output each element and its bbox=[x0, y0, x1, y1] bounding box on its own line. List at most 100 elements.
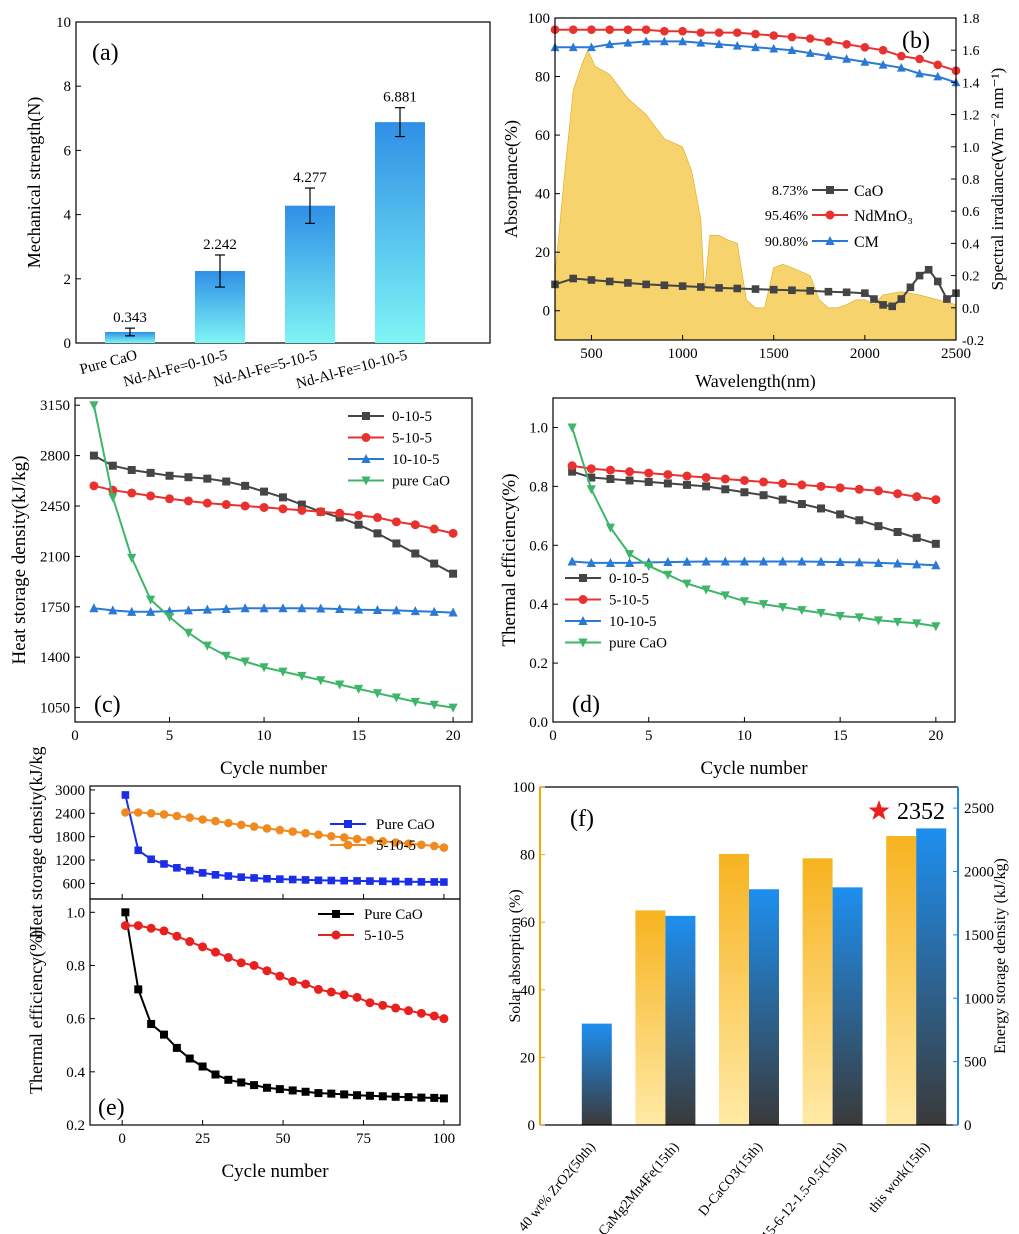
y2-tick-label: 1.4 bbox=[962, 76, 980, 91]
marker-square bbox=[391, 877, 400, 886]
marker-square bbox=[579, 574, 587, 582]
y-tick-label: 1750 bbox=[40, 600, 70, 616]
energy-density-bar bbox=[916, 828, 947, 1125]
x-axis-label: Cycle number bbox=[700, 758, 808, 779]
marker-circle bbox=[391, 517, 401, 527]
marker-triangle-down bbox=[578, 638, 588, 648]
marker-square bbox=[89, 451, 98, 460]
y-axis-label: Mechanical strength(N) bbox=[24, 97, 45, 268]
marker-square bbox=[879, 301, 887, 309]
marker-square bbox=[587, 473, 596, 482]
marker-triangle bbox=[240, 603, 250, 613]
marker-square bbox=[250, 1081, 259, 1090]
marker-triangle bbox=[202, 604, 212, 614]
marker-triangle-down bbox=[240, 657, 250, 667]
marker-circle bbox=[327, 831, 336, 841]
series-2-line bbox=[93, 607, 454, 614]
marker-square bbox=[288, 875, 297, 884]
y2-tick-label: 500 bbox=[964, 1055, 987, 1071]
marker-square bbox=[276, 875, 284, 883]
marker-square bbox=[134, 985, 143, 994]
marker-square bbox=[332, 910, 340, 918]
marker-circle bbox=[275, 971, 285, 981]
y2-tick-label: 0.4 bbox=[962, 237, 980, 252]
marker-circle bbox=[933, 60, 943, 70]
marker-triangle-down bbox=[644, 561, 654, 571]
marker-square bbox=[121, 791, 130, 799]
marker-triangle bbox=[410, 606, 420, 616]
y-tick-label: 60 bbox=[520, 915, 535, 931]
y-axis-label: Solar absorption (%) bbox=[507, 889, 524, 1022]
marker-circle bbox=[751, 29, 760, 39]
marker-circle bbox=[335, 508, 345, 518]
marker-square bbox=[874, 522, 883, 531]
marker-square bbox=[241, 481, 250, 490]
marker-square bbox=[172, 1043, 181, 1052]
marker-circle bbox=[378, 1000, 388, 1010]
y-tick-label: 100 bbox=[528, 11, 551, 27]
marker-triangle-down bbox=[854, 613, 864, 623]
marker-triangle-down bbox=[335, 680, 345, 690]
marker-square bbox=[788, 286, 796, 295]
marker-triangle bbox=[353, 604, 364, 614]
x-tick-label: 20 bbox=[928, 728, 943, 744]
marker-circle bbox=[183, 496, 193, 506]
marker-square bbox=[931, 539, 940, 548]
marker-circle bbox=[714, 28, 724, 37]
marker-circle bbox=[854, 484, 864, 494]
marker-circle bbox=[314, 830, 323, 840]
marker-square bbox=[733, 284, 742, 293]
legend-annotation: 90.80% bbox=[765, 235, 809, 250]
x-tick-label: 10 bbox=[737, 728, 752, 744]
marker-triangle bbox=[624, 557, 635, 567]
marker-circle bbox=[787, 32, 797, 42]
y-tick-label: 0.6 bbox=[529, 538, 548, 554]
marker-square bbox=[134, 846, 143, 855]
marker-triangle-down bbox=[931, 622, 941, 632]
marker-circle bbox=[288, 976, 298, 986]
marker-triangle bbox=[896, 62, 906, 72]
marker-triangle bbox=[221, 603, 231, 613]
marker-circle bbox=[416, 1008, 426, 1018]
marker-circle bbox=[878, 45, 888, 55]
marker-circle bbox=[202, 498, 212, 508]
marker-square bbox=[392, 539, 401, 548]
x-tick-label: 75 bbox=[356, 1131, 371, 1147]
marker-circle bbox=[701, 473, 711, 483]
y-tick-label: 80 bbox=[520, 848, 535, 864]
marker-square bbox=[817, 504, 825, 513]
marker-triangle bbox=[372, 604, 383, 614]
marker-triangle-down bbox=[353, 684, 364, 694]
marker-triangle bbox=[586, 557, 596, 567]
marker-triangle-down bbox=[835, 611, 845, 621]
marker-square bbox=[440, 878, 448, 886]
marker-circle bbox=[912, 492, 922, 502]
y2-tick-label: 0.8 bbox=[962, 173, 980, 188]
marker-circle bbox=[824, 37, 833, 46]
y-tick-label: 60 bbox=[535, 128, 550, 144]
marker-square bbox=[897, 295, 906, 303]
marker-circle bbox=[146, 808, 156, 818]
marker-circle bbox=[354, 510, 364, 520]
marker-square bbox=[222, 477, 231, 486]
marker-triangle bbox=[605, 557, 616, 567]
marker-triangle bbox=[842, 54, 852, 63]
marker-circle bbox=[448, 528, 458, 538]
marker-triangle-down bbox=[221, 651, 231, 661]
marker-circle bbox=[133, 921, 143, 931]
marker-triangle-down bbox=[183, 628, 194, 638]
marker-square bbox=[697, 283, 705, 291]
marker-circle bbox=[417, 840, 426, 850]
marker-square bbox=[569, 274, 578, 283]
y-tick-label: 4 bbox=[64, 208, 72, 224]
marker-square bbox=[391, 1092, 400, 1101]
marker-square bbox=[605, 277, 614, 286]
marker-triangle bbox=[758, 556, 769, 566]
x-category-label: D-CaCO3(15th) bbox=[696, 1140, 766, 1220]
x-category-label: 40 wt% ZrO2(50th) bbox=[516, 1140, 599, 1234]
marker-triangle bbox=[696, 38, 706, 47]
y-tick-label: 0 bbox=[543, 304, 551, 320]
marker-circle bbox=[249, 822, 259, 831]
marker-triangle bbox=[678, 36, 687, 46]
marker-triangle bbox=[912, 559, 922, 569]
